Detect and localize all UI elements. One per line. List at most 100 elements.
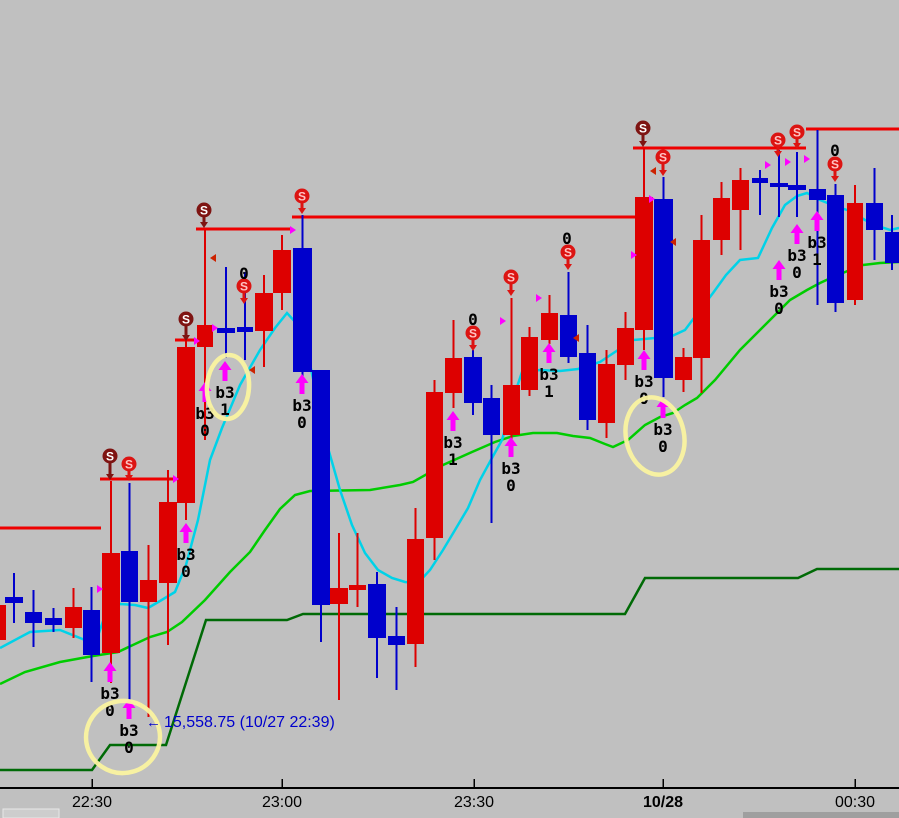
candle-down bbox=[312, 370, 330, 605]
x-axis-label: 23:00 bbox=[262, 794, 302, 811]
buy-signal-count: 0 bbox=[105, 701, 115, 720]
right-tick-arrow-icon bbox=[631, 251, 637, 259]
buy-signal-icon bbox=[179, 523, 193, 543]
candle-up bbox=[847, 203, 863, 300]
x-axis-tick bbox=[662, 779, 664, 787]
sell-signal-arrowhead-icon bbox=[831, 176, 839, 182]
sell-signal-icon bbox=[196, 202, 212, 218]
x-axis-tick bbox=[281, 779, 283, 787]
sell-signal-icon bbox=[102, 448, 118, 464]
buy-signal-count: 1 bbox=[544, 382, 554, 401]
buy-signal-count: 1 bbox=[812, 250, 822, 269]
left-tick-arrow-icon bbox=[210, 254, 216, 262]
sell-signal-stem bbox=[776, 146, 780, 152]
buy-signal-icon bbox=[446, 411, 460, 431]
bottom-right-strip bbox=[743, 812, 899, 818]
candle-up bbox=[330, 588, 348, 604]
sell-signal-letter: S bbox=[240, 280, 248, 294]
buy-signal-label: b3 bbox=[119, 721, 138, 740]
candle-down bbox=[5, 597, 23, 603]
candle-up bbox=[426, 392, 443, 538]
candle-down bbox=[368, 584, 386, 638]
sell-signal-stem bbox=[509, 283, 513, 291]
ma-fast-line bbox=[0, 191, 899, 650]
sell-signal-icon bbox=[178, 311, 194, 327]
sell-signal-arrowhead-icon bbox=[469, 345, 477, 351]
price-note-arrow-icon: ← bbox=[146, 714, 161, 731]
bottom-left-box bbox=[2, 808, 60, 818]
buy-signal-count: 1 bbox=[220, 400, 230, 419]
sell-level-line bbox=[100, 477, 174, 481]
candle-up bbox=[598, 364, 615, 423]
candle-up bbox=[349, 585, 366, 590]
candle-wick bbox=[796, 152, 798, 217]
sell-signal-arrowhead-icon bbox=[774, 151, 782, 157]
buy-signal-count: 0 bbox=[658, 437, 668, 456]
sell-signal-letter: S bbox=[298, 190, 306, 204]
sell-signal-arrowhead-icon bbox=[659, 170, 667, 176]
candle-up bbox=[713, 198, 730, 240]
sell-signal-letter: S bbox=[564, 246, 572, 260]
buy-signal-label: b3 bbox=[292, 396, 311, 415]
zero-flag-label: 0 bbox=[562, 229, 572, 248]
right-tick-arrow-icon bbox=[212, 324, 218, 332]
buy-signal-label: b3 bbox=[634, 372, 653, 391]
candle-up bbox=[407, 539, 424, 644]
buy-signal-count: 0 bbox=[792, 263, 802, 282]
right-tick-arrow-icon bbox=[500, 317, 506, 325]
annotation-ellipse bbox=[623, 395, 687, 477]
x-axis-tick bbox=[473, 779, 475, 787]
left-tick-arrow-icon bbox=[249, 366, 255, 374]
candle-down bbox=[885, 232, 899, 263]
sell-level-line bbox=[196, 227, 291, 231]
candle-down bbox=[827, 195, 844, 303]
sell-signal-arrowhead-icon bbox=[564, 264, 572, 270]
candle-up bbox=[675, 357, 692, 380]
candle-up bbox=[0, 605, 6, 640]
sell-signal-arrowhead-icon bbox=[125, 475, 133, 481]
price-note-text: 15,558.75 (10/27 22:39) bbox=[164, 714, 335, 731]
buy-signal-icon bbox=[103, 662, 117, 682]
candle-wick bbox=[395, 607, 398, 690]
sell-signal-letter: S bbox=[774, 134, 782, 148]
sell-signal-stem bbox=[184, 325, 188, 336]
candle-down bbox=[752, 178, 768, 183]
candle-down bbox=[579, 353, 596, 420]
left-tick-arrow-icon bbox=[670, 238, 676, 246]
candle-up bbox=[541, 313, 558, 340]
candle-up bbox=[503, 385, 520, 435]
candle-up bbox=[732, 180, 749, 210]
sell-signal-letter: S bbox=[831, 158, 839, 172]
buy-signal-icon bbox=[790, 224, 804, 244]
sell-signal-arrowhead-icon bbox=[639, 141, 647, 147]
candle-up bbox=[140, 580, 157, 602]
candle-wick bbox=[759, 170, 761, 215]
ma-slow-line bbox=[0, 567, 899, 772]
candle-down bbox=[483, 398, 500, 435]
sell-signal-arrowhead-icon bbox=[106, 474, 114, 480]
sell-signal-stem bbox=[108, 462, 112, 475]
buy-signal-icon bbox=[772, 260, 786, 280]
sell-signal-stem bbox=[471, 339, 475, 346]
sell-level-line bbox=[0, 526, 101, 530]
candle-down bbox=[866, 203, 883, 230]
buy-signal-count: 1 bbox=[448, 450, 458, 469]
sell-signal-arrowhead-icon bbox=[182, 335, 190, 341]
sell-signal-icon bbox=[236, 278, 252, 294]
sell-level-line bbox=[633, 146, 806, 150]
candle-up bbox=[445, 358, 462, 393]
sell-signal-arrowhead-icon bbox=[240, 298, 248, 304]
sell-signal-icon bbox=[789, 124, 805, 140]
candle-wick bbox=[225, 267, 227, 358]
candle-down bbox=[121, 551, 138, 602]
sell-signal-letter: S bbox=[106, 450, 114, 464]
sell-level-line bbox=[806, 127, 899, 131]
ma-mid-line bbox=[0, 260, 899, 686]
candle-wick bbox=[490, 385, 493, 523]
sell-signal-stem bbox=[242, 292, 246, 299]
sell-signal-icon bbox=[560, 244, 576, 260]
x-axis-label: 23:30 bbox=[454, 794, 494, 811]
candle-up bbox=[65, 607, 82, 628]
x-axis-label: 00:30 bbox=[835, 794, 875, 811]
